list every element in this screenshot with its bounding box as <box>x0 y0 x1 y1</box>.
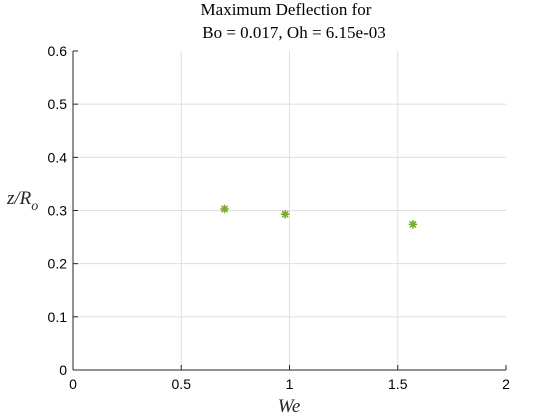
y-axis-ticks: 0 0.1 0.2 0.3 0.4 0.5 0.6 <box>48 43 78 378</box>
y-tick-label: 0.2 <box>48 256 68 272</box>
y-axis-label-main: z/R <box>6 188 32 209</box>
x-tick-label: 0.5 <box>172 376 192 392</box>
y-tick-label: 0 <box>59 362 67 378</box>
data-points <box>220 204 418 229</box>
grid-lines <box>73 51 506 370</box>
chart-title-line-2: Bo = 0.017, Oh = 6.15e-03 <box>202 23 386 42</box>
y-tick-label: 0.6 <box>48 43 68 59</box>
data-point <box>220 204 229 214</box>
y-tick-label: 0.5 <box>48 96 68 112</box>
x-tick-label: 0 <box>69 376 77 392</box>
data-point <box>280 209 290 219</box>
y-tick-label: 0.3 <box>48 203 68 219</box>
x-tick-label: 1 <box>286 376 294 392</box>
y-axis-label: z/Ro <box>6 188 38 214</box>
x-axis-ticks: 0 0.5 1 1.5 2 <box>69 365 510 392</box>
y-tick-label: 0.4 <box>48 149 68 165</box>
chart-title-line-1: Maximum Deflection for <box>201 0 372 19</box>
data-point <box>408 219 418 229</box>
y-axis-label-subscript: o <box>31 199 38 214</box>
y-tick-label: 0.1 <box>48 309 68 325</box>
x-tick-label: 1.5 <box>388 376 408 392</box>
x-tick-label: 2 <box>502 376 510 392</box>
x-axis-label: We <box>278 396 301 417</box>
